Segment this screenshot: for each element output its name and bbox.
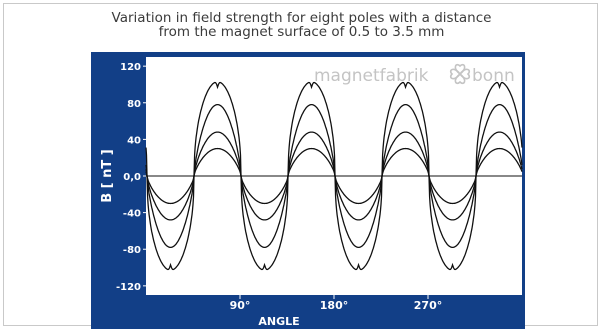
brand-city: bonn [472,66,515,86]
y-tick-label: 40 [127,135,141,146]
y-tick-label: -80 [123,245,141,256]
series-group [145,81,523,271]
x-axis-label: ANGLE [258,315,299,328]
x-tick-labels: 90° 180° 270° [230,295,442,312]
chart-title: Variation in field strength for eight po… [111,10,492,26]
y-tick-label: -120 [116,282,141,293]
y-tick-label: 120 [120,62,141,73]
chart-subtitle: from the magnet surface of 0.5 to 3.5 mm [158,24,445,40]
brand-watermark: magnetfabrik bonn [314,63,515,86]
y-tick-label: 0,0 [123,172,141,183]
x-tick-label: 90° [230,299,251,312]
x-tick-label: 180° [320,299,348,312]
y-axis-label: B [ nT ] [100,149,115,203]
x-tick-label: 270° [414,299,442,312]
y-tick-label: -40 [123,209,141,220]
series-line-3 [145,131,523,221]
brand-name: magnetfabrik [314,66,429,86]
series-line-1 [145,81,523,271]
series-line-4 [145,147,523,205]
y-tick-labels: 120 80 40 0,0 -40 -80 -120 [116,62,146,293]
y-tick-label: 80 [127,99,141,110]
brand-logo-icon [449,63,471,85]
series-line-2 [145,103,523,249]
